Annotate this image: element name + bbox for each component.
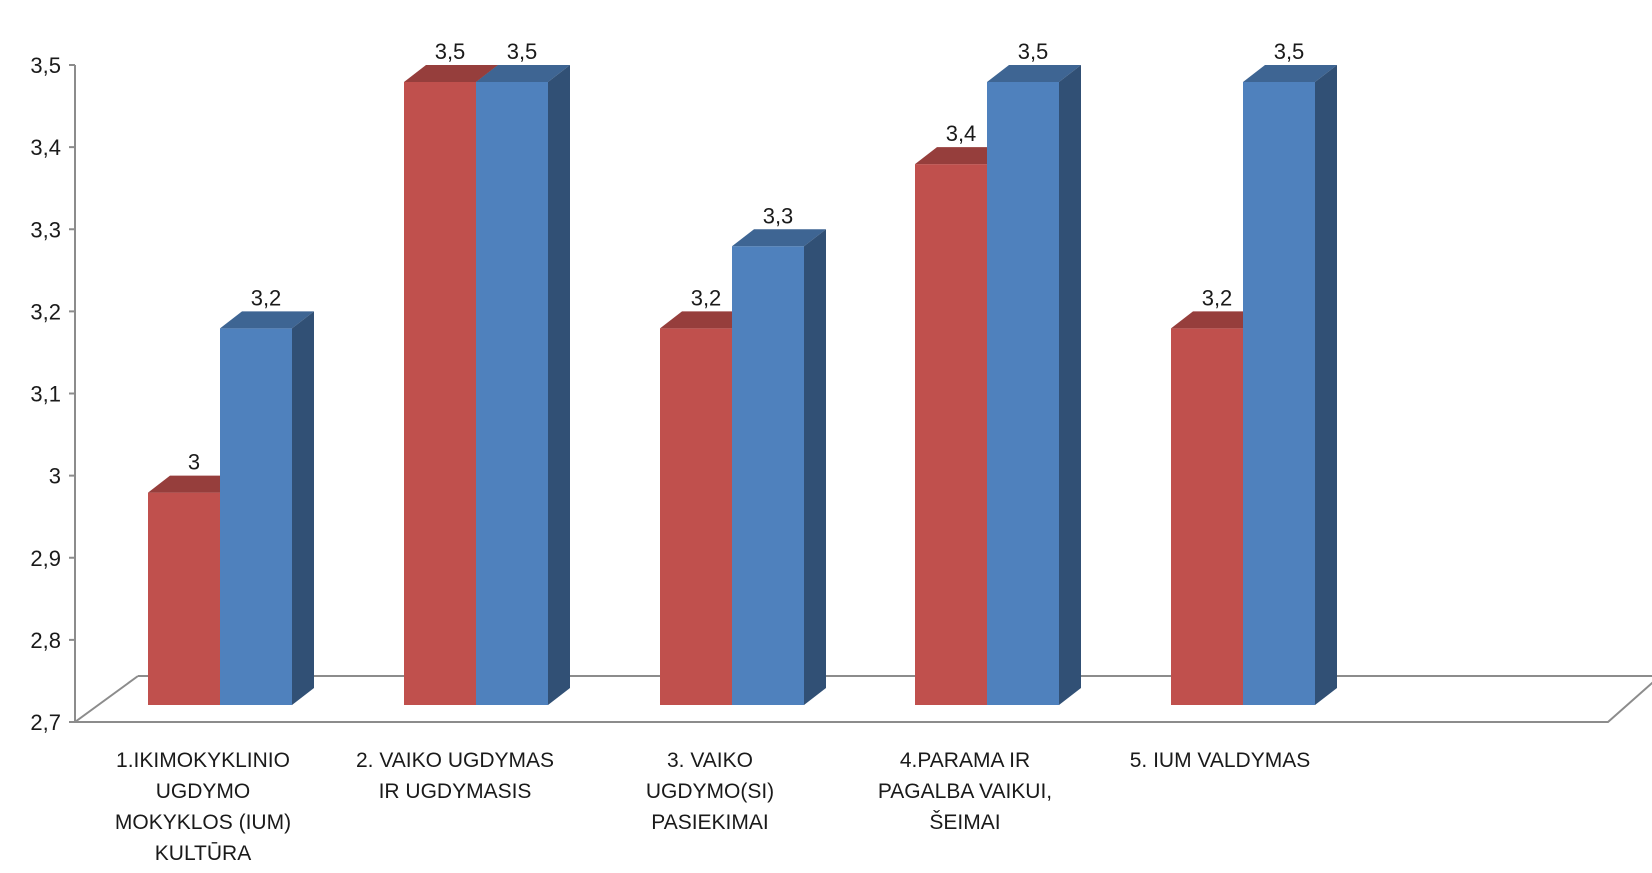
- y-tick-label: 2,9: [30, 546, 61, 571]
- data-label: 3,5: [1018, 39, 1049, 64]
- bar-side: [804, 229, 826, 705]
- category-label: 5. IUM VALDYMAS: [1130, 749, 1311, 772]
- y-tick-label: 2,8: [30, 628, 61, 653]
- y-tick-label: 2,7: [30, 710, 61, 735]
- y-tick-label: 3: [49, 464, 61, 489]
- bar-top: [1243, 65, 1337, 82]
- bar-side: [548, 65, 570, 705]
- data-label: 3,5: [507, 39, 538, 64]
- category-label: PASIEKIMAI: [651, 811, 768, 834]
- category-label: MOKYKLOS (IUM): [115, 811, 291, 834]
- bar-top: [476, 65, 570, 82]
- floor-front-edge: [71, 675, 1652, 723]
- category-label: KULTŪRA: [155, 842, 251, 865]
- bar-top: [404, 65, 498, 82]
- bar-top: [1171, 311, 1265, 329]
- data-label: 3: [188, 450, 200, 475]
- y-tick-label: 3,3: [30, 217, 61, 242]
- bar-front: [404, 82, 476, 705]
- bar-top: [732, 229, 826, 247]
- bar-side: [1059, 65, 1081, 705]
- y-tick-label: 3,1: [30, 382, 61, 407]
- category-label: UGDYMO(SI): [646, 780, 774, 803]
- bar-top: [987, 65, 1081, 82]
- data-label: 3,5: [1274, 39, 1305, 64]
- category-label: ŠEIMAI: [929, 811, 1000, 834]
- data-label: 3,3: [763, 203, 794, 228]
- bar-front: [1171, 328, 1243, 705]
- bar-top: [660, 311, 754, 329]
- y-tick-label: 3,4: [30, 135, 61, 160]
- category-label: 2. VAIKO UGDYMAS: [356, 749, 554, 772]
- bar-front: [220, 328, 292, 705]
- bar-front: [732, 246, 804, 705]
- y-tick-label: 3,5: [30, 53, 61, 78]
- bar-side: [1315, 65, 1337, 705]
- bar-side: [292, 311, 314, 705]
- bar-top: [148, 475, 242, 493]
- label-layer: 3 3,2 1.IKIMOKYKLINIO UGDYMO MOKYKLOS (IUM) K…: [115, 39, 1310, 865]
- axis-layer: 2,7 2,8 2,9 3 3,1 3,2 3,3 3,4 3,5: [30, 53, 1652, 735]
- category-label: PAGALBA VAIKUI,: [878, 780, 1052, 803]
- category-label: 3. VAIKO: [667, 749, 753, 772]
- y-tick-label: 3,2: [30, 299, 61, 324]
- bar-front: [987, 82, 1059, 705]
- bar-top: [915, 147, 1009, 165]
- category-label: 1.IKIMOKYKLINIO: [116, 749, 290, 772]
- bar-top: [220, 311, 314, 329]
- category-label: UGDYMO: [156, 780, 251, 803]
- category-label: IR UGDYMASIS: [379, 780, 532, 803]
- bar-front: [915, 164, 987, 705]
- bar-front: [660, 328, 732, 705]
- data-label: 3,2: [251, 285, 282, 310]
- data-label: 3,4: [946, 121, 977, 146]
- data-label: 3,2: [1202, 285, 1233, 310]
- bar-front: [476, 82, 548, 705]
- category-label: 4.PARAMA IR: [900, 749, 1030, 772]
- bar-front: [1243, 82, 1315, 705]
- data-label: 3,5: [435, 39, 466, 64]
- bar-layer: [148, 65, 1337, 705]
- bar-front: [148, 492, 220, 705]
- data-label: 3,2: [691, 285, 722, 310]
